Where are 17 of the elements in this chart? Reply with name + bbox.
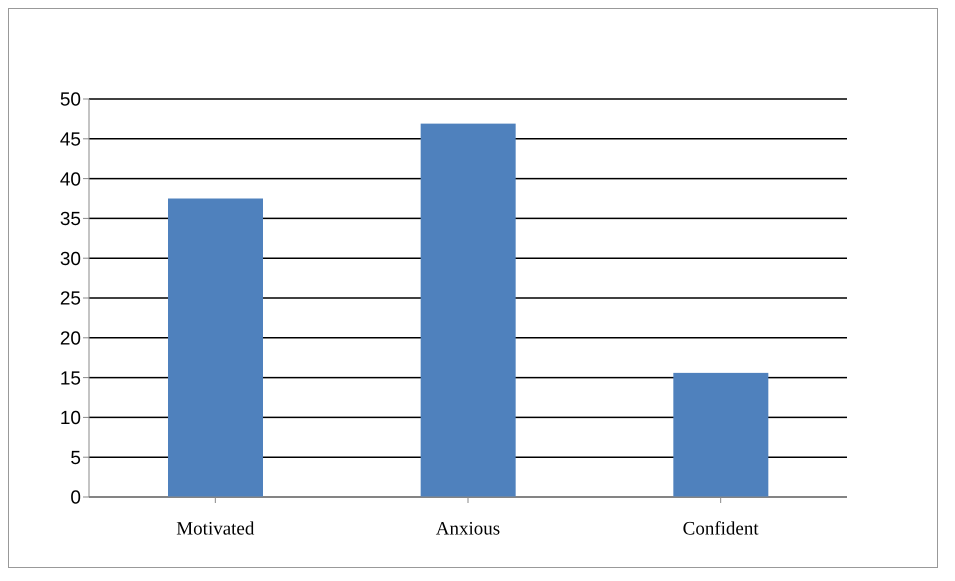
bar <box>673 372 768 497</box>
y-tick-label: 50 <box>60 90 81 111</box>
y-tick-label: 5 <box>70 448 81 469</box>
y-tick-label: 45 <box>60 130 81 151</box>
bar <box>168 198 263 497</box>
y-tick-label: 25 <box>60 288 81 310</box>
y-tick-label: 15 <box>60 368 81 390</box>
x-tick-label: Anxious <box>436 518 500 540</box>
y-tick-label: 0 <box>70 488 81 509</box>
y-tick-label: 20 <box>60 328 81 350</box>
y-tick-label: 30 <box>60 248 81 270</box>
x-tick-label: Motivated <box>176 518 255 540</box>
x-tick-label: Confident <box>682 518 760 540</box>
y-tick-label: 10 <box>60 408 81 430</box>
bar <box>420 124 516 497</box>
y-tick-label: 40 <box>60 169 81 190</box>
y-tick-label: 35 <box>60 209 81 230</box>
